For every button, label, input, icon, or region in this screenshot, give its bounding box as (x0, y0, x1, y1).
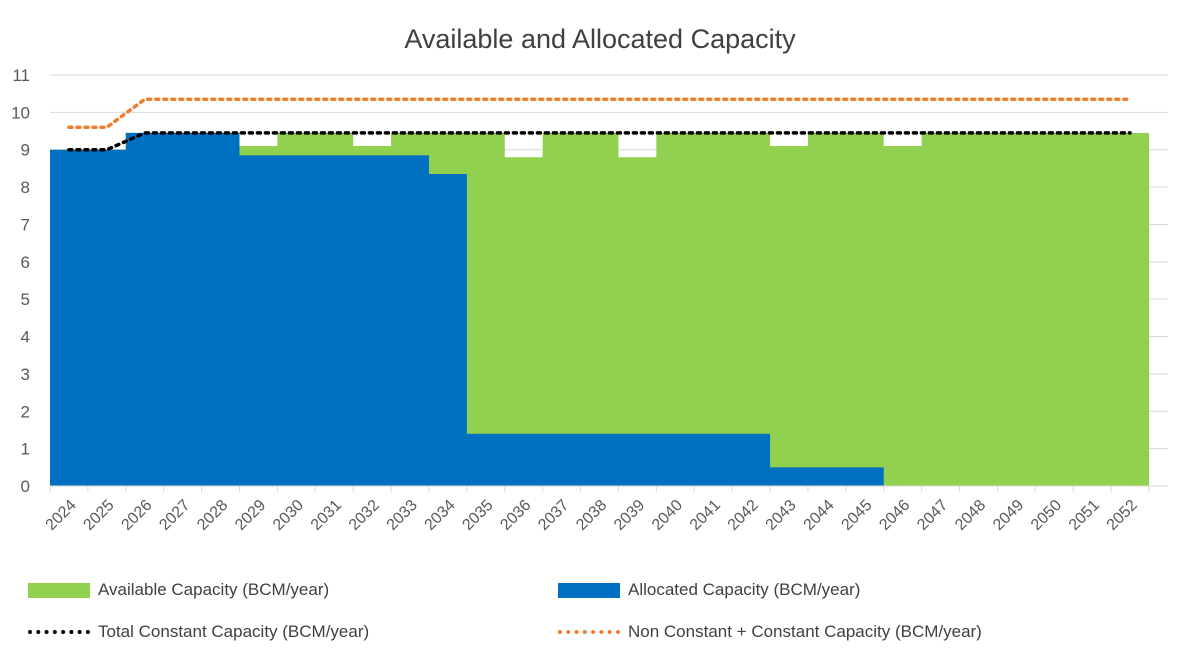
series-area-1 (50, 132, 1149, 486)
legend-item-allocated: Allocated Capacity (BCM/year) (558, 580, 860, 600)
chart-title: Available and Allocated Capacity (404, 24, 796, 54)
legend-swatch-allocated (558, 582, 620, 598)
x-tick-label-2038: 2038 (573, 497, 610, 534)
x-tick-label-2026: 2026 (118, 497, 155, 534)
x-tick-label-2040: 2040 (649, 497, 686, 534)
x-tick-label-2045: 2045 (838, 497, 875, 534)
y-tick-label-2: 2 (21, 402, 30, 421)
y-tick-label-11: 11 (12, 66, 30, 85)
x-tick-label-2043: 2043 (763, 497, 800, 534)
x-tick-label-2031: 2031 (308, 497, 345, 534)
x-tick-label-2035: 2035 (459, 497, 496, 534)
x-tick-label-2051: 2051 (1066, 497, 1103, 534)
legend-label-total-constant: Total Constant Capacity (BCM/year) (98, 622, 370, 641)
x-tick-label-2036: 2036 (497, 497, 534, 534)
y-tick-label-9: 9 (21, 141, 30, 160)
y-tick-label-3: 3 (21, 365, 30, 384)
y-tick-label-10: 10 (11, 103, 30, 122)
y-tick-label-8: 8 (21, 178, 30, 197)
x-tick-label-2030: 2030 (270, 497, 307, 534)
x-tick-label-2028: 2028 (194, 497, 231, 534)
legend-label-non-constant: Non Constant + Constant Capacity (BCM/ye… (628, 622, 982, 641)
legend-item-total-constant: Total Constant Capacity (BCM/year) (28, 622, 369, 642)
x-tick-label-2033: 2033 (384, 497, 421, 534)
x-tick-label-2046: 2046 (876, 497, 913, 534)
series-line-3 (67, 97, 1132, 130)
x-tick-label-2042: 2042 (725, 497, 762, 534)
x-tick-label-2027: 2027 (156, 497, 193, 534)
y-tick-label-6: 6 (21, 253, 30, 272)
x-tick-label-2032: 2032 (346, 497, 383, 534)
x-tick-label-2029: 2029 (232, 497, 269, 534)
x-tick-label-2047: 2047 (914, 497, 951, 534)
x-tick-label-2041: 2041 (687, 497, 724, 534)
x-tick-label-2024: 2024 (43, 497, 80, 534)
legend: Available Capacity (BCM/year) Allocated … (0, 570, 1200, 650)
y-tick-label-1: 1 (21, 440, 30, 459)
legend-label-allocated: Allocated Capacity (BCM/year) (628, 580, 861, 599)
x-tick-label-2044: 2044 (801, 497, 838, 534)
series-line-2 (67, 131, 1132, 152)
legend-item-non-constant: Non Constant + Constant Capacity (BCM/ye… (558, 622, 982, 642)
x-tick-label-2049: 2049 (990, 497, 1027, 534)
legend-swatch-available (28, 582, 90, 598)
x-tick-label-2025: 2025 (80, 497, 117, 534)
legend-swatch-total-constant (28, 630, 90, 634)
y-tick-label-0: 0 (21, 477, 30, 496)
legend-swatch-non-constant (558, 630, 620, 634)
x-tick-label-2039: 2039 (611, 497, 648, 534)
y-tick-label-4: 4 (21, 328, 30, 347)
legend-label-available: Available Capacity (BCM/year) (98, 580, 330, 599)
y-tick-label-5: 5 (21, 290, 30, 309)
series-layer (50, 97, 1149, 486)
x-tick-label-2037: 2037 (535, 497, 572, 534)
x-tick-label-2034: 2034 (422, 497, 459, 534)
legend-item-available: Available Capacity (BCM/year) (28, 580, 329, 600)
x-tick-label-2052: 2052 (1104, 497, 1141, 534)
x-tick-label-2050: 2050 (1028, 497, 1065, 534)
y-tick-label-7: 7 (21, 215, 30, 234)
x-tick-label-2048: 2048 (952, 497, 989, 534)
